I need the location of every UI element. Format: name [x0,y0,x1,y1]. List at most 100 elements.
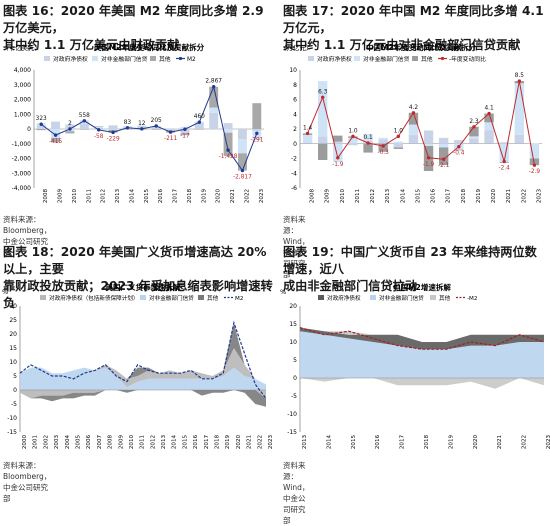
legend-label: -年度变动同比 [449,55,486,63]
y-tick-label: 30 [9,303,17,310]
line-point [111,130,115,135]
bar-segment [438,137,449,144]
legend-swatch [370,295,376,300]
legend-label: 对政府净债权（包括新债保障计划） [49,294,139,302]
y-tick-label: -1,000 [12,141,32,148]
x-tick-label: 2013 [302,434,308,449]
bar-segment [317,81,328,137]
data-label: 558 [79,113,90,119]
legend-swatch [44,56,50,61]
data-label: 8.5 [515,73,525,79]
x-tick-label: 2022 [257,435,263,449]
bar-segment [393,147,404,149]
bar-segment [65,124,75,129]
bar-segment [408,124,419,135]
x-tick-label: 2011 [86,188,92,203]
x-tick-label: 2012 [101,189,107,203]
x-tick-label: 2014 [326,434,332,449]
chart-title: 美国M2年度变动同比及贡献拆分 [94,42,205,52]
x-tick-label: 2022 [522,435,528,449]
bar-segment [378,137,388,140]
data-label: -0.4 [453,151,465,157]
x-tick-label: 2019 [201,188,207,203]
y-tick-label: -5 [291,393,297,400]
bar-segment [79,123,89,129]
figure-19-title-line2: 成由非金融部门信贷拉动 [283,279,418,293]
x-tick-label: 2017 [173,188,179,203]
x-tick-label: 2000 [22,434,28,449]
y-tick-label: -10 [287,411,297,418]
line-point [240,168,245,173]
line-point [226,148,230,152]
data-label: -211 [164,136,177,142]
x-tick-label: 2023 [268,434,272,449]
x-tick-label: 2015 [144,188,150,203]
y-tick-label: 15 [289,321,297,328]
unit-label: % [280,288,286,296]
line-point [82,119,87,123]
bar-segment [65,131,75,134]
data-label: -1.9 [423,162,435,168]
x-tick-label: 2004 [65,434,71,449]
x-tick-label: 2020 [491,188,497,203]
bar-segment [209,112,219,129]
data-label: -1.9 [332,162,344,168]
bar-segment [438,143,449,148]
figure-16-title: 图表 16：2020 年美国 M2 年度同比多增 2.9 万亿美元， 其中约 1… [3,3,275,54]
bar-segment [302,142,313,144]
legend-label: -M2 [467,296,477,302]
line-point [532,163,537,167]
figure-16-title-line1: 图表 16：2020 年美国 M2 年度同比多增 2.9 万亿美元， [3,4,264,35]
y-tick-label: 10 [9,359,17,366]
bar-segment [252,103,262,129]
figure-17-title-line2: 其中约 1.1 万亿元由对非金融部门信贷贡献 [283,38,521,52]
x-tick-label: 2020 [236,434,242,449]
x-tick-label: 2014 [400,188,406,203]
data-label: -2.9 [529,169,541,175]
x-tick-label: 2016 [431,188,437,203]
bar-segment [237,129,247,140]
figure-18-title: 图表 18：2020 年美国广义货币增速高达 20%以上，主要 靠财政投放贡献；… [3,244,275,312]
figure-18-title-line1: 图表 18：2020 年美国广义货币增速高达 20%以上，主要 [3,245,267,276]
bar-segment [302,134,313,143]
line-point [140,127,144,131]
data-label: 83 [124,120,132,126]
figure-17-title: 图表 17：2020 年中国 M2 年度同比多增 4.1 万亿元， 其中约 1.… [283,3,549,54]
data-label: -58 [94,134,104,140]
x-tick-label: 2014 [129,188,135,203]
x-tick-label: 2005 [75,434,81,449]
data-label: -415 [49,139,62,145]
area-segment [20,348,266,388]
bar-segment [514,83,525,135]
y-tick-label: 15 [9,345,17,352]
area-segment [300,327,544,350]
bar-segment [499,143,509,163]
x-tick-label: 2003 [54,434,60,449]
bar-segment [194,129,204,130]
line-point [255,131,259,135]
line-point [411,111,416,115]
data-label: -17 [180,133,190,139]
figure-19-source: 资料来源：Wind，中金公司研究部 [283,461,310,525]
line-point [211,85,216,89]
x-tick-label: 2011 [140,434,146,449]
x-tick-label: 2021 [497,434,503,449]
series-line [307,80,535,166]
x-tick-label: 2019 [225,434,231,449]
legend-swatch [92,56,98,61]
y-tick-label: 3,000 [14,82,31,89]
figure-19-title: 图表 19：中国广义货币自 23 年来维持两位数增速，近八 成由非金融部门信贷拉… [283,244,549,295]
unit-label: % [2,288,8,296]
line-point [305,131,310,136]
x-tick-label: 2018 [215,434,221,449]
line-point [39,122,43,126]
unit-label: （万亿元） [280,43,313,52]
data-label: -0.3 [378,150,390,156]
bar-segment [423,130,434,144]
bar-segment [378,139,388,144]
bar-segment [438,147,449,166]
data-label: 205 [151,118,162,124]
bar-segment [36,129,46,131]
line-point [125,126,130,130]
bar-segment [333,141,343,144]
